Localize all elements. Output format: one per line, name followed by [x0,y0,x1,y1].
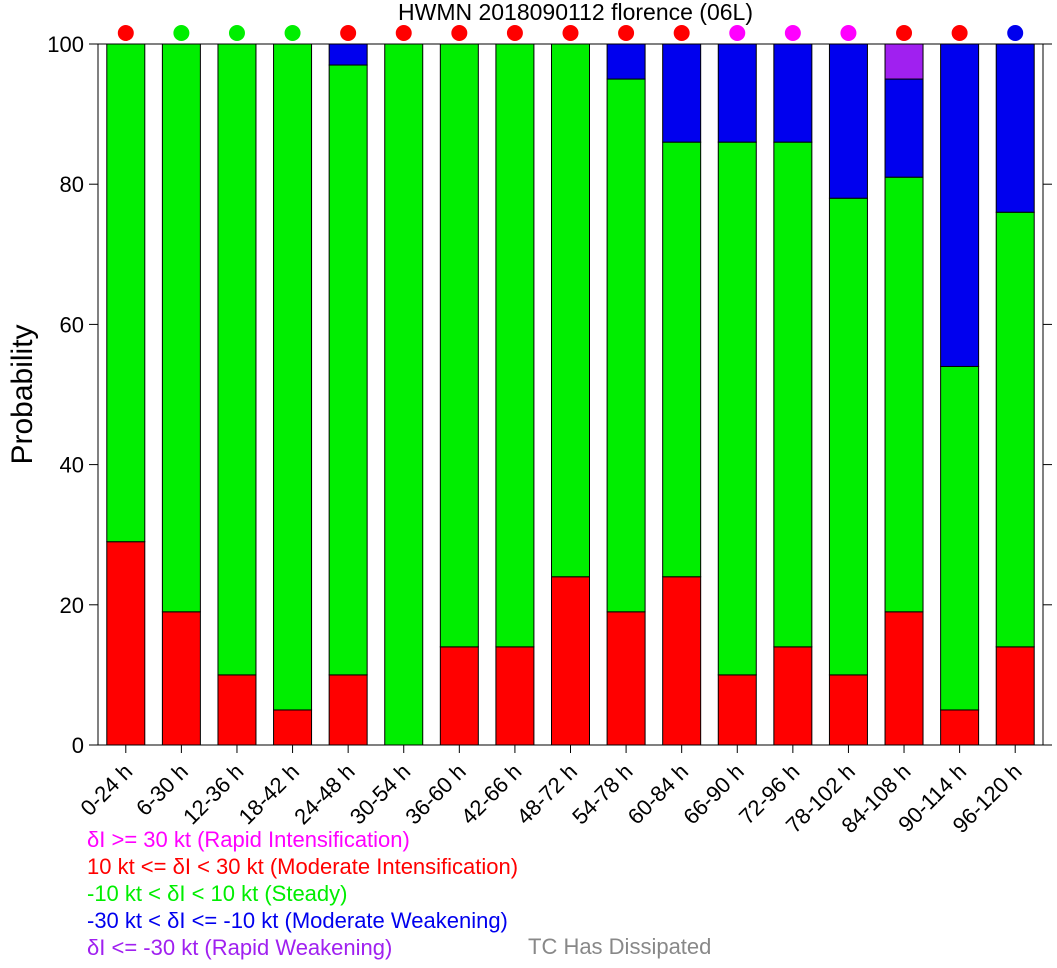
intensity-marker [228,25,245,41]
bar-segment [273,43,313,711]
intensity-marker [840,25,857,41]
bar-segment [884,176,924,613]
bar-segment [161,43,201,613]
bar-segment [773,43,813,143]
bar-segment [384,43,424,746]
legend: δI >= 30 kt (Rapid Intensification) 10 k… [87,826,518,961]
intensity-marker [340,25,357,41]
bar-segment [106,541,146,746]
bar-segment [273,709,313,746]
bar-segment [940,365,980,711]
intensity-marker [284,25,301,41]
legend-item-moderate-weakening: -30 kt < δI <= -10 kt (Moderate Weakenin… [87,908,508,933]
x-tick-label: 48-72 h [512,759,582,829]
x-tick-label: 60-84 h [623,759,693,829]
y-tick-label: 0 [72,733,84,758]
bar-segment [551,43,590,578]
x-tick-label: 54-78 h [567,759,637,829]
intensity-marker [395,25,412,41]
bar-segment [717,674,757,746]
legend-item-rapid-intensification: δI >= 30 kt (Rapid Intensification) [87,827,410,852]
y-tick-label: 80 [60,172,84,197]
bar-segment [940,709,980,746]
y-axis-label: Probability [6,324,39,464]
bar-segment [828,674,868,746]
y-tick-label: 60 [60,312,84,337]
bar-segment [717,141,757,676]
x-tick-label: 0-24 h [76,759,138,821]
bar-segment [328,43,368,66]
y-tick-label: 100 [47,32,84,57]
bar-segment [495,646,535,746]
legend-item-moderate-intensification: 10 kt <= δI < 30 kt (Moderate Intensific… [87,854,519,879]
bar-segment [551,576,590,746]
y-tick-label: 40 [60,453,84,478]
bar-segment [995,43,1035,213]
bar-segment [773,646,813,746]
legend-item-dissipated: TC Has Dissipated [528,934,712,959]
bar-segment [439,646,479,746]
bar-segment [439,43,479,648]
x-tick-label: 24-48 h [289,759,359,829]
intensity-marker [1007,25,1024,41]
bar-segment [773,141,813,648]
bar-segment [940,43,980,367]
bar-segment [662,576,702,746]
intensity-marker [506,25,523,41]
intensity-marker [729,25,746,41]
bar-segment [217,674,257,746]
chart-title: HWMN 2018090112 florence (06L) [398,0,753,25]
intensity-marker [618,25,635,41]
intensity-marker [173,25,190,41]
y-tick-label: 20 [60,593,84,618]
x-tick-label: 36-60 h [400,759,470,829]
bar-segment [884,78,924,178]
x-tick-label: 66-90 h [678,759,748,829]
x-tick-label: 12-36 h [178,759,248,829]
bar-segment [995,211,1035,648]
intensity-marker [951,25,968,41]
bar-segment [828,197,868,676]
intensity-marker [896,25,913,41]
intensity-marker [562,25,579,41]
plot-frame [97,43,1044,746]
bar-segment [828,43,868,199]
bar-segment [328,64,368,676]
bar-segment [662,141,702,578]
legend-item-steady: -10 kt < δI < 10 kt (Steady) [87,881,348,906]
bar-segment [161,611,201,746]
bar-segment [606,43,646,80]
legend-item-rapid-weakening: δI <= -30 kt (Rapid Weakening) [87,935,393,960]
x-tick-label: 42-66 h [456,759,526,829]
intensity-marker [784,25,801,41]
intensity-marker [673,25,690,41]
bar-segment [495,43,535,648]
bar-segment [662,43,702,143]
bar-segment [606,78,646,613]
bar-segment [884,43,924,80]
bar-segment [217,43,257,676]
bar-segment [106,43,146,543]
bar-segment [884,611,924,746]
bar-segment [606,611,646,746]
x-tick-label: 30-54 h [345,759,415,829]
x-tick-label: 18-42 h [234,759,304,829]
bar-segment [995,646,1035,746]
bar-segment [717,43,757,143]
intensity-marker [117,25,134,41]
bar-segment [328,674,368,746]
intensity-marker [451,25,468,41]
